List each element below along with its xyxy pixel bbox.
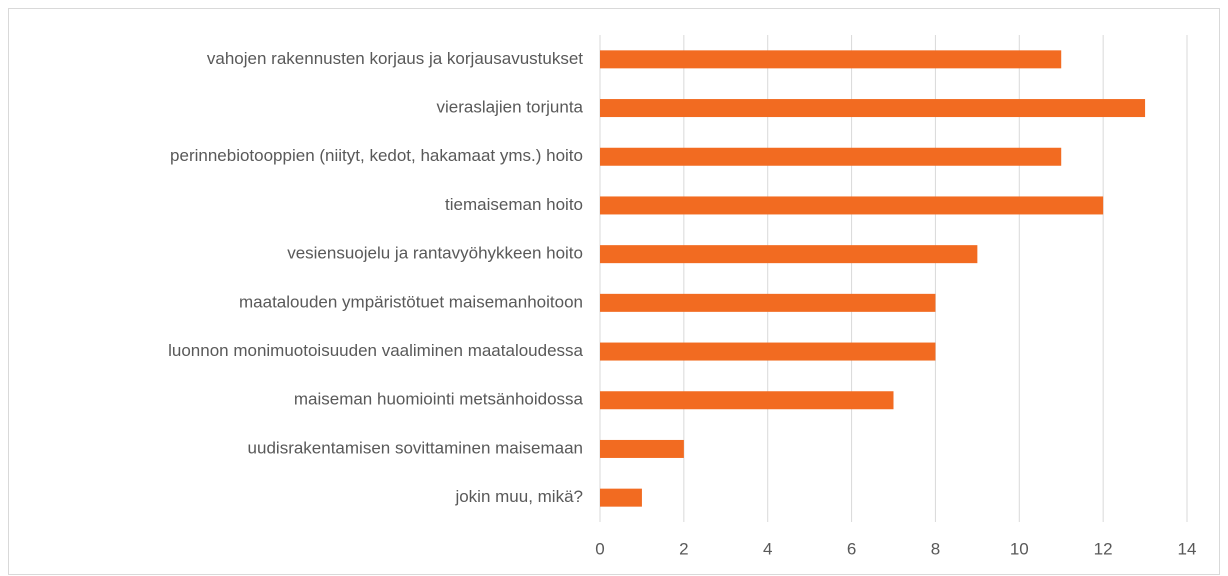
bar (600, 439, 684, 458)
x-tick-label: 12 (1094, 539, 1113, 558)
y-tick-label: maatalouden ympäristötuet maisemanhoitoo… (239, 292, 583, 311)
y-tick-label: vahojen rakennusten korjaus ja korjausav… (207, 49, 583, 68)
bar (600, 293, 936, 312)
y-tick-label: luonnon monimuotoisuuden vaaliminen maat… (168, 341, 583, 360)
y-tick-label: vesiensuojelu ja rantavyöhykkeen hoito (287, 244, 583, 263)
x-tick-label: 4 (763, 539, 772, 558)
bar (600, 245, 978, 264)
bar (600, 342, 936, 361)
bar (600, 99, 1146, 118)
x-tick-label: 2 (679, 539, 688, 558)
bar (600, 488, 642, 507)
bar (600, 196, 1104, 215)
bar (600, 391, 894, 410)
x-tick-label: 6 (847, 539, 856, 558)
y-tick-label: uudisrakentamisen sovittaminen maisemaan (248, 438, 583, 457)
y-tick-label: perinnebiotooppien (niityt, kedot, hakam… (170, 146, 583, 165)
y-tick-label: maiseman huomiointi metsänhoidossa (294, 390, 584, 409)
x-tick-label: 8 (931, 539, 940, 558)
x-tick-label: 0 (595, 539, 604, 558)
y-tick-label: jokin muu, mikä? (454, 487, 583, 506)
x-tick-label: 14 (1178, 539, 1197, 558)
bar (600, 50, 1062, 69)
x-tick-label: 10 (1010, 539, 1029, 558)
y-tick-label: vieraslajien torjunta (437, 98, 584, 117)
y-tick-label: tiemaiseman hoito (445, 195, 583, 214)
bar (600, 147, 1062, 166)
